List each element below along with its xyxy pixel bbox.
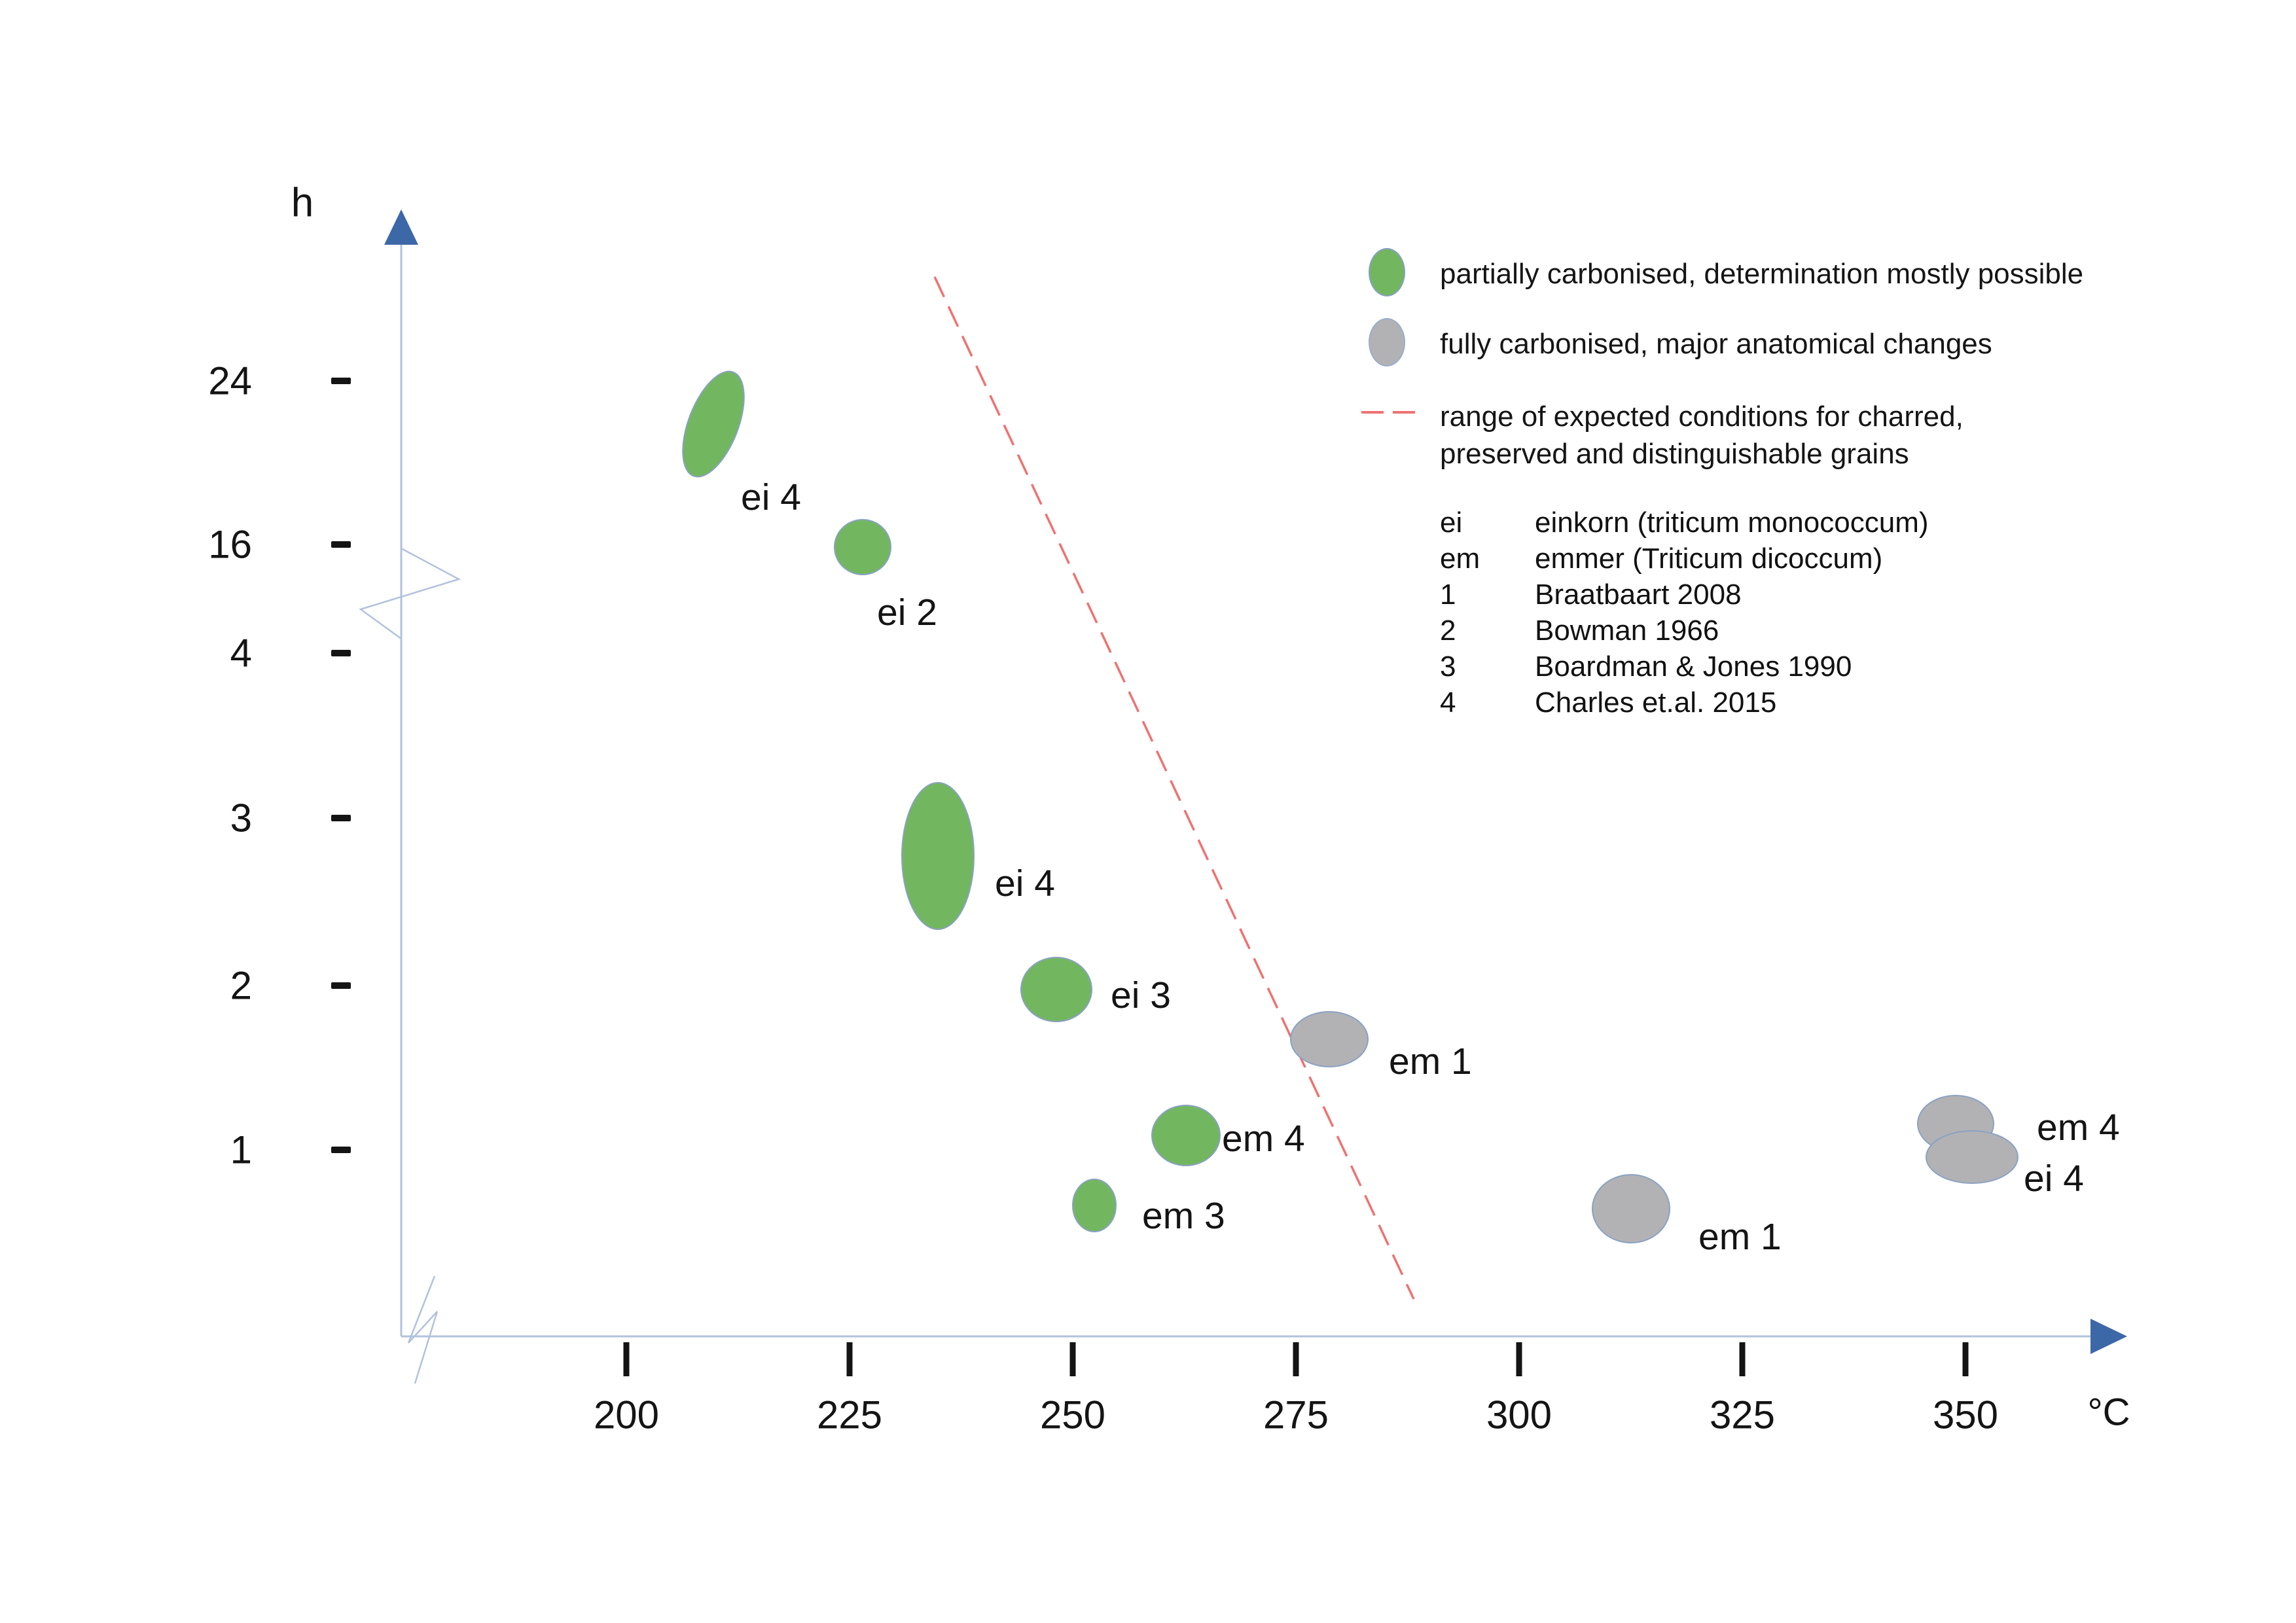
- data-point-label-em4-350: em 4: [2037, 1107, 2120, 1149]
- data-point-label-em1-hi: em 1: [1389, 1041, 1472, 1082]
- x-tick-label-300: 300: [1486, 1393, 1552, 1437]
- data-point-ei2-16h: [834, 519, 891, 575]
- x-tick-325: [1739, 1342, 1746, 1376]
- data-point-label-ei3-2h: ei 3: [1111, 974, 1171, 1016]
- y-tick-1: [331, 1147, 351, 1153]
- expected-range-dashed-line: [933, 276, 1415, 1300]
- y-tick-label-2: 2: [230, 964, 252, 1008]
- y-axis-break-icon: [359, 547, 461, 640]
- data-point-ei4-3h: [901, 782, 975, 930]
- data-point-label-em1-lo: em 1: [1698, 1216, 1782, 1258]
- x-tick-label-275: 275: [1263, 1393, 1329, 1437]
- data-point-label-em4-1h: em 4: [1222, 1118, 1305, 1160]
- y-tick-label-16: 16: [208, 523, 252, 567]
- x-tick-label-200: 200: [594, 1393, 659, 1437]
- y-tick-16: [331, 541, 351, 548]
- y-tick-24: [331, 378, 351, 384]
- x-axis-arrowhead-icon: [2090, 1319, 2127, 1354]
- y-tick-label-24: 24: [208, 359, 252, 403]
- data-point-label-em3-1h: em 3: [1142, 1195, 1225, 1237]
- data-point-em1-hi: [1290, 1011, 1369, 1067]
- x-axis-unit-label: °C: [2087, 1391, 2130, 1434]
- y-tick-label-1: 1: [230, 1128, 252, 1172]
- x-tick-225: [846, 1342, 853, 1376]
- data-point-em4-1h: [1151, 1105, 1221, 1166]
- data-point-ei4-24h: [682, 370, 745, 478]
- x-tick-275: [1293, 1342, 1299, 1376]
- data-point-label-ei2-16h: ei 2: [877, 592, 937, 633]
- x-axis-break-icon: [407, 1275, 439, 1384]
- x-tick-label-325: 325: [1710, 1393, 1775, 1437]
- data-point-ei4-350: [1926, 1130, 2018, 1184]
- x-tick-200: [623, 1342, 630, 1376]
- y-axis-unit-label: h: [291, 181, 314, 226]
- x-tick-300: [1516, 1342, 1522, 1376]
- x-tick-label-350: 350: [1933, 1393, 1998, 1437]
- y-axis-arrowhead-icon: [384, 209, 418, 245]
- x-tick-250: [1069, 1342, 1076, 1376]
- y-tick-label-4: 4: [230, 632, 252, 675]
- y-tick-4: [331, 650, 351, 656]
- y-tick-3: [331, 815, 351, 821]
- x-tick-350: [1962, 1342, 1969, 1376]
- data-point-label-ei4-24h: ei 4: [741, 476, 801, 518]
- data-point-em3-1h: [1072, 1179, 1117, 1232]
- data-point-label-ei4-3h: ei 4: [995, 863, 1055, 904]
- y-tick-label-3: 3: [230, 796, 252, 840]
- x-tick-label-225: 225: [817, 1393, 882, 1437]
- y-tick-2: [331, 982, 351, 989]
- x-tick-label-250: 250: [1040, 1393, 1105, 1437]
- data-point-em1-lo: [1592, 1174, 1670, 1243]
- data-point-ei3-2h: [1020, 957, 1092, 1022]
- data-point-label-ei4-350: ei 4: [2024, 1158, 2084, 1200]
